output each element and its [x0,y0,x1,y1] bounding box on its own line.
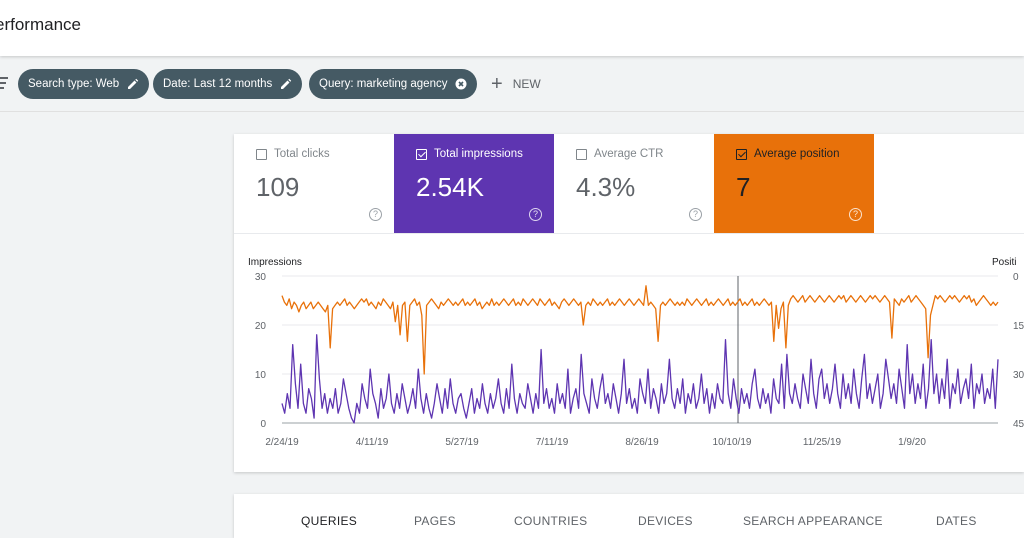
x-tick-label: 10/10/19 [713,437,752,448]
tab-queries[interactable]: QUERIES [301,514,358,528]
x-tick-label: 1/9/20 [898,437,926,448]
performance-chart: Impressions Positi 30 0 20 15 10 30 0 45 2/24/19… [234,233,1024,472]
search-type-chip[interactable]: Search type: Web [18,69,150,99]
series-lines [281,285,999,424]
y-axis-label: Impressions [248,257,302,268]
x-tick-label: 2/24/19 [265,437,299,448]
dimension-tabs: QUERIES PAGES COUNTRIES DEVICES SEARCH A… [234,494,1024,538]
y-tick-label: 10 [255,370,267,381]
y2-tick-label: 0 [1013,272,1019,283]
chip-label: Date: Last 12 months [163,78,273,90]
checkbox-checked-icon[interactable] [416,148,427,160]
pencil-icon[interactable] [127,78,139,90]
checkbox-checked-icon[interactable] [736,148,747,160]
y-tick-label: 0 [260,419,266,430]
metric-label: Average position [754,148,840,160]
x-tick-label: 7/11/19 [536,437,569,448]
metric-value: 4.3% [576,172,636,202]
tick-labels: 30 0 20 15 10 30 0 45 2/24/19 4/11/19 5/27/19 7/11/… [255,272,1024,448]
filter-bar: Search type: Web Date: Last 12 months Qu… [0,56,1024,112]
y2-tick-label: 30 [1013,370,1024,381]
date-chip[interactable]: Date: Last 12 months [153,69,303,99]
chip-label: Query: marketing agency [319,78,448,90]
query-chip[interactable]: Query: marketing agency [309,69,478,99]
metric-label: Total impressions [434,148,523,160]
plus-icon: + [491,73,503,95]
metric-label: Total clicks [274,148,330,160]
close-circle-icon[interactable] [455,78,467,90]
page-title: erformance [0,15,81,34]
metric-average-position[interactable]: Average position 7 ? [714,134,874,233]
help-icon[interactable]: ? [529,208,542,221]
app-header: erformance [0,0,1024,56]
filter-icon[interactable] [0,76,8,90]
tab-devices[interactable]: DEVICES [638,514,693,528]
x-tick-label: 5/27/19 [445,437,479,448]
chip-label: Search type: Web [28,78,120,90]
x-tick-label: 4/11/19 [356,437,389,448]
metric-average-ctr[interactable]: Average CTR 4.3% ? [554,134,714,233]
metric-value: 109 [256,172,300,202]
y2-tick-label: 15 [1013,321,1024,332]
checkbox-icon[interactable] [576,148,587,160]
new-filter-button[interactable]: + NEW [491,69,541,99]
help-icon[interactable]: ? [689,208,702,221]
checkbox-icon[interactable] [256,148,267,160]
left-panel [0,113,234,538]
metric-label: Average CTR [594,148,664,160]
metric-total-clicks[interactable]: Total clicks 109 ? [234,134,394,233]
chart-canvas: Impressions Positi 30 0 20 15 10 30 0 45 2/24/19… [248,257,1024,448]
y2-tick-label: 45 [1013,419,1024,430]
metric-value: 7 [736,172,751,202]
series-line [281,285,999,375]
tab-dates[interactable]: DATES [936,514,977,528]
series-line [281,334,999,424]
tab-search-appearance[interactable]: SEARCH APPEARANCE [743,514,883,528]
y-tick-label: 20 [255,321,267,332]
metric-total-impressions[interactable]: Total impressions 2.54K ? [394,134,554,233]
metric-value: 2.54K [416,172,484,202]
new-filter-label: NEW [512,77,541,91]
pencil-icon[interactable] [280,78,292,90]
tab-pages[interactable]: PAGES [414,514,456,528]
y-tick-label: 30 [255,272,267,283]
tab-countries[interactable]: COUNTRIES [514,514,588,528]
help-icon[interactable]: ? [369,208,382,221]
y2-axis-label: Positi [992,257,1016,268]
help-icon[interactable]: ? [849,208,862,221]
x-tick-label: 11/25/19 [803,437,842,448]
x-tick-label: 8/26/19 [625,437,659,448]
grid [282,275,998,424]
performance-card: Total clicks 109 ? Total impressions 2.5… [234,134,1024,472]
